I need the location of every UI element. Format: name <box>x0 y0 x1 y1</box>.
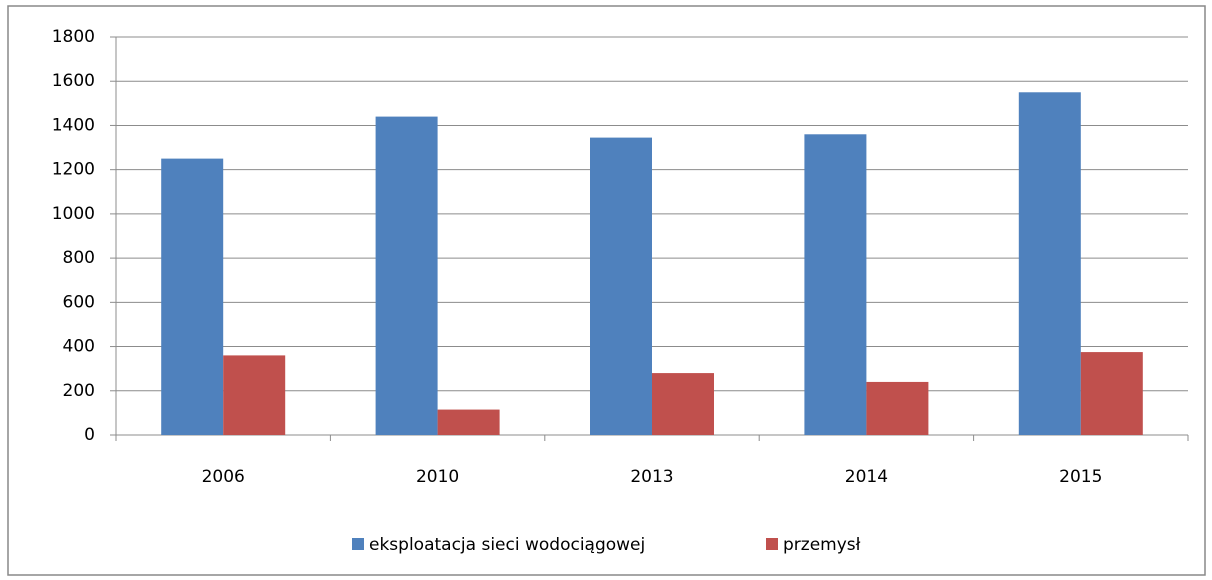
y-tick-label: 1800 <box>52 27 95 47</box>
bar <box>652 373 714 435</box>
y-tick-label: 1600 <box>52 71 95 91</box>
bar <box>375 116 438 435</box>
legend-label: eksploatacja sieci wodociągowej <box>369 535 645 555</box>
bar <box>223 355 286 435</box>
x-tick-label: 2014 <box>845 467 888 487</box>
y-tick-label: 1400 <box>52 115 95 135</box>
y-tick-label: 0 <box>84 425 95 445</box>
legend-label: przemysł <box>783 535 861 555</box>
x-tick-label: 2015 <box>1059 467 1102 487</box>
legend-swatch <box>352 538 364 550</box>
y-tick-label: 400 <box>63 337 95 357</box>
x-tick-label: 2010 <box>416 467 459 487</box>
y-tick-label: 1000 <box>52 204 95 224</box>
bar <box>804 134 867 436</box>
y-tick-label: 1200 <box>52 160 95 180</box>
bar <box>437 409 500 435</box>
bar <box>161 158 224 435</box>
x-tick-label: 2006 <box>202 467 245 487</box>
legend-swatch <box>766 538 778 550</box>
bar <box>1018 92 1081 436</box>
bar <box>1080 352 1143 435</box>
bar <box>590 137 652 435</box>
y-tick-label: 200 <box>63 381 95 401</box>
bar <box>866 381 929 435</box>
y-tick-label: 600 <box>63 292 95 312</box>
x-tick-label: 2013 <box>630 467 673 487</box>
y-tick-label: 800 <box>63 248 95 268</box>
